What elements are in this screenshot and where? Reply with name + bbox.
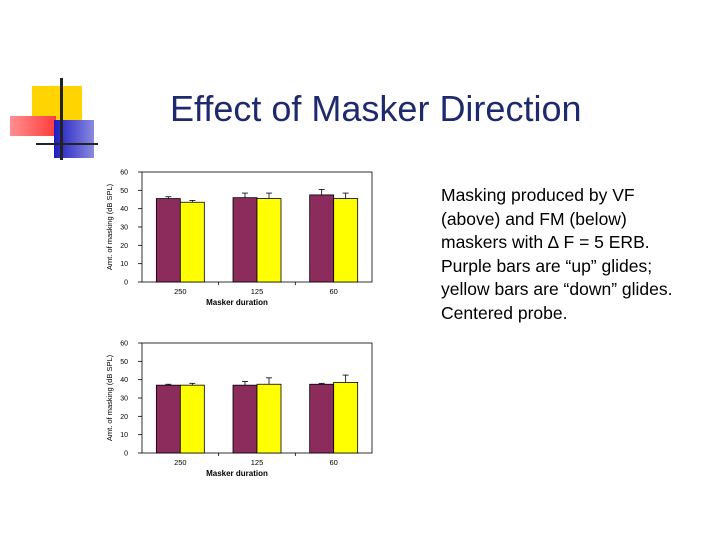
description-line: Centered probe. [441, 302, 568, 323]
y-tick-label: 40 [120, 206, 128, 213]
description-line: Purple bars are “up” glides; [441, 255, 653, 276]
x-axis-label: Masker duration [206, 469, 268, 478]
x-axis-label: Masker duration [206, 298, 268, 307]
description-line: maskers with ∆ F = 5 ERB. [441, 232, 650, 252]
x-tick-label: 60 [329, 458, 337, 467]
x-tick-label: 125 [251, 287, 264, 296]
y-tick-label: 60 [120, 341, 128, 348]
down-glide-bar [256, 383, 282, 454]
up-glide-bar [155, 384, 181, 454]
decorative-horizontal-line [36, 143, 98, 145]
up-glide-bar [232, 197, 258, 283]
decorative-vertical-line [60, 78, 63, 160]
down-glide-bar [256, 198, 282, 283]
up-glide-bar [309, 194, 335, 283]
slide-title: Effect of Masker Direction [170, 88, 582, 129]
up-glide-bar [309, 383, 335, 454]
y-tick-label: 10 [120, 432, 128, 439]
y-axis-label: Amt. of masking (dB SPL) [105, 183, 114, 270]
chart-top: 0 10 20 30 40 50 60 Amt. of masking (dB SPL) 250… [105, 170, 373, 307]
chart-bottom: 0 10 20 30 40 50 60 Amt. of masking (dB SPL) 250… [105, 341, 373, 478]
description-line: yellow bars are “down” glides. [441, 279, 673, 299]
up-glide-bar [155, 198, 181, 283]
y-axis-label: Amt. of masking (dB SPL) [105, 354, 114, 441]
y-tick-label: 30 [120, 396, 128, 403]
description-line: Masking produced by VF [441, 185, 635, 205]
down-glide-bar [179, 201, 205, 283]
y-tick-label: 20 [120, 243, 128, 250]
decorative-red-bar [10, 116, 56, 136]
y-tick-label: 20 [120, 414, 128, 421]
y-tick-label: 10 [120, 261, 128, 268]
y-tick-label: 50 [120, 188, 128, 195]
y-tick-label: 40 [120, 377, 128, 384]
x-tick-label: 60 [329, 287, 337, 296]
y-tick-label: 50 [120, 359, 128, 366]
down-glide-bar [333, 198, 359, 283]
x-tick-label: 125 [251, 458, 264, 467]
y-tick-label: 0 [124, 451, 128, 458]
x-tick-label: 250 [174, 287, 187, 296]
down-glide-bar [333, 382, 359, 454]
description-line: (above) and FM (below) [441, 208, 627, 229]
y-tick-label: 60 [120, 170, 128, 177]
description-text: Masking produced by VF (above) and FM (b… [441, 184, 716, 325]
down-glide-bar [179, 384, 205, 454]
x-tick-label: 250 [174, 458, 187, 467]
up-glide-bar [232, 384, 258, 454]
y-tick-label: 0 [124, 280, 128, 287]
y-tick-label: 30 [120, 225, 128, 232]
